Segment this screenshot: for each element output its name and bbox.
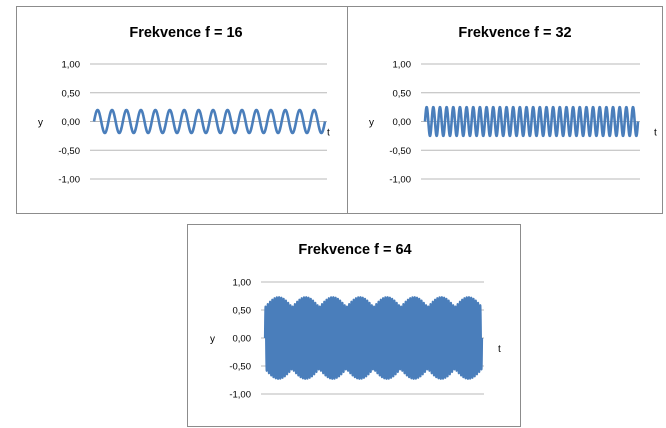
chart-panel-f64: Frekvence f = 64 1,00 0,50 0,00 -0,50 -1,00 y t xyxy=(187,224,521,427)
y-tick-label: 0,00 xyxy=(393,117,412,128)
series-line xyxy=(263,296,484,380)
y-tick-label: 0,00 xyxy=(62,117,81,128)
chart-panel-f16: Frekvence f = 16 1,00 0,50 0,00 -0,50 -1,00 y t xyxy=(16,6,348,214)
y-tick-label: -0,50 xyxy=(58,146,80,157)
y-tick-label: 0,50 xyxy=(393,88,412,99)
y-axis-label: y xyxy=(38,118,43,129)
chart-title: Frekvence f = 32 xyxy=(458,25,571,41)
y-tick-label: 0,00 xyxy=(233,334,252,345)
y-tick-label: -1,00 xyxy=(389,175,411,186)
y-tick-label: 1,00 xyxy=(233,278,252,289)
chart-f32: Frekvence f = 32 1,00 0,50 0,00 -0,50 -1,00 y t xyxy=(369,25,657,186)
series-line xyxy=(423,105,640,138)
series-line xyxy=(92,108,327,135)
x-axis-label: t xyxy=(498,344,501,355)
chart-title: Frekvence f = 16 xyxy=(129,25,242,41)
y-tick-label: 0,50 xyxy=(62,88,81,99)
chart-panel-f32: Frekvence f = 32 1,00 0,50 0,00 -0,50 -1,00 y t xyxy=(347,6,663,214)
y-tick-label: -0,50 xyxy=(389,146,411,157)
y-tick-label: 0,50 xyxy=(233,306,252,317)
chart-f16: Frekvence f = 16 1,00 0,50 0,00 -0,50 -1,00 y t xyxy=(38,25,330,186)
x-axis-label: t xyxy=(327,128,330,139)
y-tick-label: -0,50 xyxy=(229,362,251,373)
chart-f64: Frekvence f = 64 1,00 0,50 0,00 -0,50 -1,00 y t xyxy=(210,242,501,401)
chart-title: Frekvence f = 64 xyxy=(298,242,411,258)
y-tick-label: -1,00 xyxy=(229,390,251,401)
y-tick-label: 1,00 xyxy=(393,60,412,71)
x-axis-label: t xyxy=(654,128,657,139)
y-axis-label: y xyxy=(210,334,215,345)
y-tick-label: 1,00 xyxy=(62,60,81,71)
y-axis-label: y xyxy=(369,118,374,129)
y-tick-label: -1,00 xyxy=(58,175,80,186)
